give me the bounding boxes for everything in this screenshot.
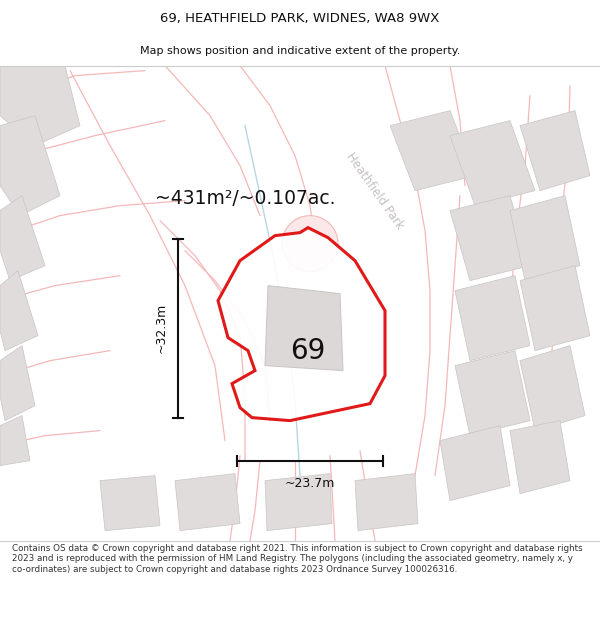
Polygon shape xyxy=(450,121,535,206)
Polygon shape xyxy=(0,346,35,421)
Text: 69, HEATHFIELD PARK, WIDNES, WA8 9WX: 69, HEATHFIELD PARK, WIDNES, WA8 9WX xyxy=(160,12,440,25)
Polygon shape xyxy=(218,228,385,421)
Polygon shape xyxy=(510,196,580,281)
Text: Contains OS data © Crown copyright and database right 2021. This information is : Contains OS data © Crown copyright and d… xyxy=(12,544,583,574)
Text: ~32.3m: ~32.3m xyxy=(155,303,168,353)
Polygon shape xyxy=(0,271,38,351)
Text: Heathfield Park: Heathfield Park xyxy=(344,150,406,231)
Polygon shape xyxy=(510,421,570,494)
Text: ~431m²/~0.107ac.: ~431m²/~0.107ac. xyxy=(155,189,335,208)
Polygon shape xyxy=(520,266,590,351)
Polygon shape xyxy=(0,116,60,216)
Polygon shape xyxy=(265,286,343,371)
Polygon shape xyxy=(0,66,80,146)
Polygon shape xyxy=(355,474,418,531)
Polygon shape xyxy=(0,416,30,466)
Polygon shape xyxy=(520,346,585,431)
Text: 69: 69 xyxy=(290,337,326,364)
Text: Map shows position and indicative extent of the property.: Map shows position and indicative extent… xyxy=(140,46,460,56)
Polygon shape xyxy=(520,111,590,191)
Polygon shape xyxy=(265,474,332,531)
Polygon shape xyxy=(455,351,530,436)
Polygon shape xyxy=(440,426,510,501)
Polygon shape xyxy=(175,474,240,531)
Polygon shape xyxy=(390,111,475,191)
Polygon shape xyxy=(450,196,530,281)
Polygon shape xyxy=(100,476,160,531)
Polygon shape xyxy=(455,276,530,361)
Polygon shape xyxy=(0,196,45,281)
Polygon shape xyxy=(282,216,338,272)
Text: ~23.7m: ~23.7m xyxy=(285,477,335,489)
